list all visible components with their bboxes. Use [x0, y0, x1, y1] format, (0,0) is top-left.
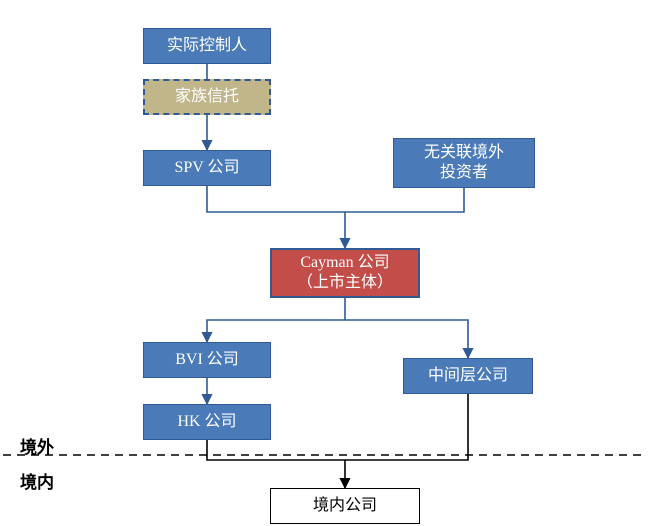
label-inside: 境内 — [20, 468, 54, 493]
edge-e6 — [345, 320, 468, 358]
node-bvi: BVI 公司 — [143, 342, 271, 378]
node-intermediate: 中间层公司 — [403, 358, 533, 394]
node-hk: HK 公司 — [143, 404, 271, 440]
edge-e4 — [345, 188, 464, 212]
node-family_trust-label: 家族信托 — [175, 87, 239, 107]
node-bvi-label: BVI 公司 — [175, 350, 239, 370]
node-spv: SPV 公司 — [143, 150, 271, 186]
node-cayman-label: Cayman 公司 （上市主体） — [297, 253, 393, 293]
node-actual_controller-label: 实际控制人 — [167, 36, 247, 56]
edge-e3 — [207, 186, 345, 248]
node-domestic-label: 境内公司 — [313, 496, 377, 516]
edge-e5 — [207, 298, 345, 342]
node-family_trust: 家族信托 — [143, 79, 271, 115]
node-unrelated_investor-label: 无关联境外 投资者 — [424, 143, 504, 183]
node-cayman: Cayman 公司 （上市主体） — [270, 248, 420, 298]
edge-e8 — [207, 440, 345, 488]
node-unrelated_investor: 无关联境外 投资者 — [393, 138, 535, 188]
node-domestic: 境内公司 — [270, 488, 420, 524]
node-intermediate-label: 中间层公司 — [428, 366, 508, 386]
label-outside: 境外 — [20, 433, 54, 458]
edge-e9 — [345, 394, 468, 460]
node-hk-label: HK 公司 — [177, 412, 236, 432]
node-spv-label: SPV 公司 — [174, 158, 239, 178]
node-actual_controller: 实际控制人 — [143, 28, 271, 64]
